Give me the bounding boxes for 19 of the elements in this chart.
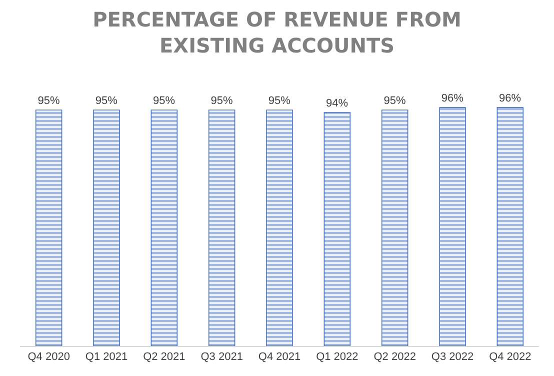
chart-title: PERCENTAGE OF REVENUE FROM EXISTING ACCOUNTS	[92, 7, 462, 58]
x-tick-label: Q3 2021	[200, 351, 243, 364]
x-tick-label: Q4 2020	[28, 351, 70, 364]
x-tick-label: Q4 2021	[258, 351, 301, 364]
x-tick-label: Q1 2021	[85, 351, 128, 364]
data-label: 95%	[384, 95, 406, 108]
data-label: 96%	[499, 92, 522, 105]
x-tick-label: Q3 2022	[431, 351, 474, 364]
data-label: 95%	[268, 95, 291, 108]
data-label: 96%	[441, 92, 464, 105]
data-label: 95%	[210, 95, 233, 108]
x-tick-label: Q4 2022	[489, 351, 532, 364]
data-label: 95%	[38, 95, 60, 108]
x-tick-label: Q2 2022	[374, 351, 416, 364]
x-tick-label: Q2 2021	[143, 351, 186, 364]
data-label: 95%	[95, 95, 118, 108]
data-label: 95%	[153, 95, 176, 108]
data-label: 94%	[326, 98, 348, 110]
x-tick-label: Q1 2022	[316, 351, 358, 364]
